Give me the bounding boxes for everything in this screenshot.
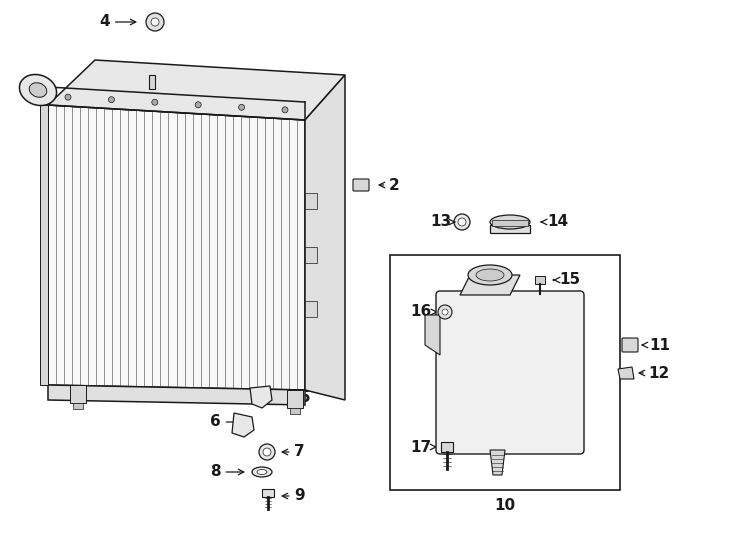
Text: 11: 11: [642, 338, 670, 353]
Polygon shape: [618, 367, 634, 379]
Polygon shape: [48, 105, 305, 390]
Text: 8: 8: [210, 464, 244, 480]
Text: 5: 5: [284, 390, 310, 406]
Bar: [390, 255, 620, 490]
Ellipse shape: [29, 83, 47, 97]
Ellipse shape: [476, 269, 504, 281]
Bar: [70, 385, 86, 403]
FancyBboxPatch shape: [436, 291, 584, 454]
Ellipse shape: [252, 467, 272, 477]
Text: 6: 6: [210, 415, 244, 429]
Bar: [262, 489, 274, 497]
Text: 14: 14: [541, 214, 568, 230]
Polygon shape: [425, 315, 440, 355]
Circle shape: [65, 94, 71, 100]
Circle shape: [438, 305, 452, 319]
Bar: [492, 220, 528, 226]
Bar: [287, 390, 303, 408]
Polygon shape: [48, 60, 345, 120]
Circle shape: [152, 99, 158, 105]
Text: 7: 7: [282, 444, 305, 460]
Circle shape: [259, 444, 275, 460]
Polygon shape: [48, 385, 305, 405]
Bar: [290, 408, 300, 414]
Text: 10: 10: [495, 498, 515, 514]
Text: 3: 3: [167, 75, 185, 90]
Bar: [490, 225, 530, 233]
Ellipse shape: [19, 75, 57, 105]
Circle shape: [263, 448, 271, 456]
Text: 4: 4: [99, 15, 136, 30]
Ellipse shape: [257, 469, 267, 475]
Polygon shape: [250, 386, 272, 408]
Polygon shape: [40, 105, 48, 385]
Circle shape: [442, 309, 448, 315]
Text: 13: 13: [430, 214, 454, 230]
Ellipse shape: [468, 265, 512, 285]
Bar: [441, 442, 453, 452]
Polygon shape: [460, 275, 520, 295]
Circle shape: [239, 104, 244, 110]
Circle shape: [454, 214, 470, 230]
Polygon shape: [232, 413, 254, 437]
Circle shape: [458, 218, 466, 226]
Text: 9: 9: [282, 489, 305, 503]
Text: 1: 1: [319, 287, 345, 302]
Bar: [73, 403, 83, 409]
Bar: [305, 193, 317, 209]
FancyBboxPatch shape: [622, 338, 638, 352]
Bar: [149, 75, 155, 89]
Polygon shape: [490, 450, 505, 475]
Polygon shape: [305, 75, 345, 400]
Text: 17: 17: [410, 440, 437, 455]
Circle shape: [109, 97, 115, 103]
Bar: [535, 276, 545, 284]
FancyBboxPatch shape: [353, 179, 369, 191]
Text: 16: 16: [410, 305, 437, 320]
Circle shape: [146, 13, 164, 31]
Text: 15: 15: [553, 273, 580, 287]
Circle shape: [282, 107, 288, 113]
Text: 2: 2: [379, 178, 400, 192]
Circle shape: [195, 102, 201, 108]
Text: 12: 12: [639, 366, 670, 381]
Circle shape: [151, 18, 159, 26]
Ellipse shape: [490, 215, 530, 229]
Bar: [305, 301, 317, 317]
Bar: [305, 247, 317, 263]
